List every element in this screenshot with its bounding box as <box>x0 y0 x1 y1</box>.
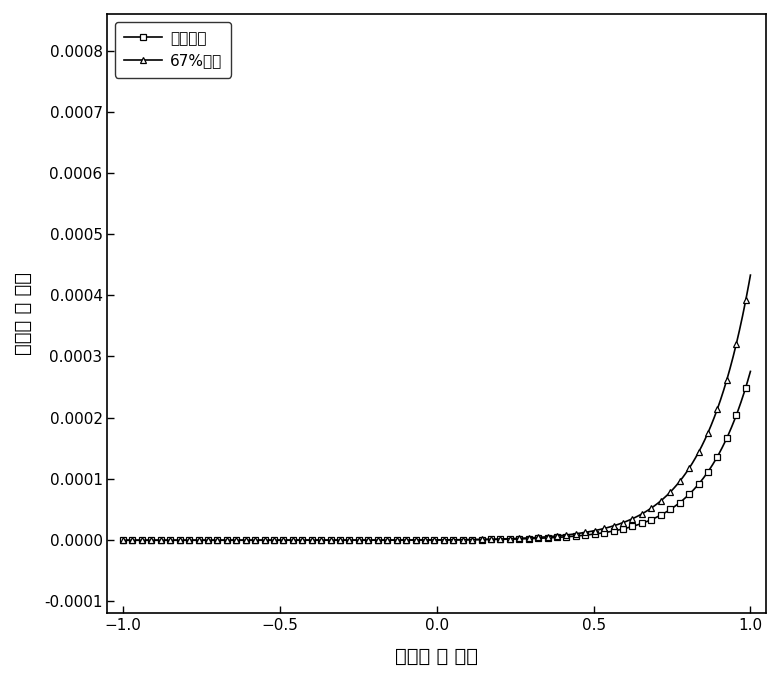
Line: 干燥空气: 干燥空气 <box>120 369 753 543</box>
干燥空气 <box>323 536 332 544</box>
干燥空气 <box>119 536 128 544</box>
干燥空气 <box>513 535 523 543</box>
67%湿度 <box>194 537 204 545</box>
Y-axis label: 电流（ 安 培）: 电流（ 安 培） <box>14 272 33 355</box>
67%湿度 <box>513 534 523 543</box>
干燥空气 <box>746 367 755 375</box>
干燥空气 <box>367 536 376 544</box>
67%湿度 <box>323 536 332 544</box>
Legend: 干燥空气, 67%湿度: 干燥空气, 67%湿度 <box>115 22 232 78</box>
67%湿度 <box>571 530 580 538</box>
X-axis label: 电压（ 伏 特）: 电压（ 伏 特） <box>395 647 478 666</box>
67%湿度 <box>119 537 128 545</box>
干燥空气 <box>571 532 580 540</box>
67%湿度 <box>367 536 376 544</box>
干燥空气 <box>574 532 583 540</box>
干燥空气 <box>194 536 204 544</box>
67%湿度 <box>746 271 755 279</box>
Line: 67%湿度: 67%湿度 <box>119 271 754 544</box>
67%湿度 <box>574 529 583 537</box>
